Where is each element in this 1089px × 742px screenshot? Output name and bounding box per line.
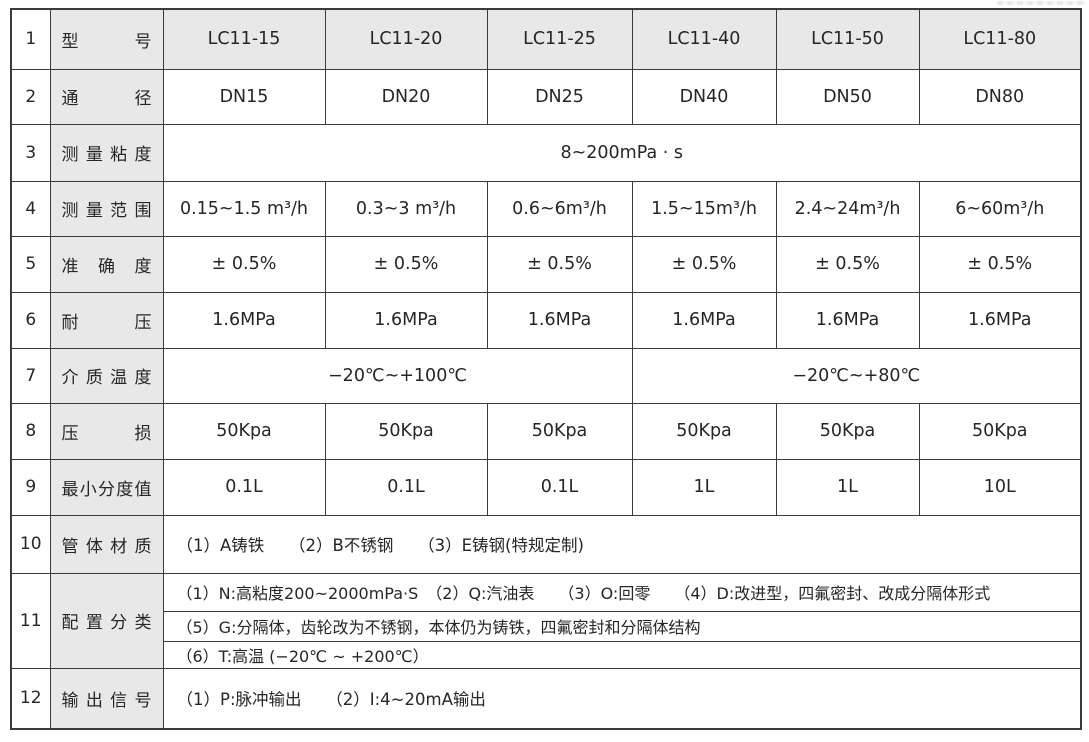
table-row: 10 管体材质 （1）A铸铁 （2）B不锈钢 （3）E铸钢(特规定制) xyxy=(10,514,1082,574)
cell-range: 2.4~24m³/h xyxy=(775,180,920,237)
cell-temperature-low-group: −20℃~+100℃ xyxy=(162,347,633,404)
row-number: 8 xyxy=(10,402,51,460)
cell-pressure: 1.6MPa xyxy=(324,291,488,349)
cell-pressure-loss: 50Kpa xyxy=(162,402,326,460)
row-label-min-division: 最小分度值 xyxy=(49,458,164,516)
row-number: 4 xyxy=(10,180,51,237)
table-row: 5 准确度 ± 0.5% ± 0.5% ± 0.5% ± 0.5% ± 0.5%… xyxy=(10,235,1082,293)
cell-model: LC11-15 xyxy=(162,8,326,70)
row-label-temperature: 介质温度 xyxy=(49,347,164,404)
cell-accuracy: ± 0.5% xyxy=(486,235,633,293)
cell-pressure-loss: 50Kpa xyxy=(324,402,488,460)
table-row: （5）G:分隔体，齿轮改为不锈钢，本体仍为铸铁，四氟密封和分隔体结构 xyxy=(11,610,1082,642)
row-label-output-signal: 输出信号 xyxy=(49,667,164,730)
cell-diameter: DN20 xyxy=(324,68,488,125)
table-row: 1 型号 LC11-15 LC11-20 LC11-25 LC11-40 LC1… xyxy=(10,8,1082,70)
row-label-pressure-loss: 压损 xyxy=(49,402,164,460)
cell-accuracy: ± 0.5% xyxy=(918,235,1082,293)
table-row: 3 测量粘度 8~200mPa · s xyxy=(10,123,1082,182)
row-label-model: 型号 xyxy=(49,8,164,70)
cell-accuracy: ± 0.5% xyxy=(775,235,920,293)
row-label-configurations: 配置分类 xyxy=(49,572,164,669)
cell-body-material-merged: （1）A铸铁 （2）B不锈钢 （3）E铸钢(特规定制) xyxy=(162,514,1082,574)
cell-pressure: 1.6MPa xyxy=(918,291,1082,349)
cell-pressure: 1.6MPa xyxy=(486,291,633,349)
cell-min-division: 0.1L xyxy=(162,458,326,516)
row-label-body-material: 管体材质 xyxy=(49,514,164,574)
row-number: 11 xyxy=(10,572,51,669)
cell-pressure-loss: 50Kpa xyxy=(631,402,777,460)
cell-min-division: 1L xyxy=(775,458,920,516)
table-row: 9 最小分度值 0.1L 0.1L 0.1L 1L 1L 10L xyxy=(10,458,1082,516)
row-number: 6 xyxy=(10,291,51,349)
scan-edge-artifact xyxy=(997,1,1085,5)
cell-range: 0.15~1.5 m³/h xyxy=(162,180,326,237)
cell-model: LC11-50 xyxy=(775,8,920,70)
cell-min-division: 1L xyxy=(631,458,777,516)
cell-diameter: DN50 xyxy=(775,68,920,125)
cell-config-line: （5）G:分隔体，齿轮改为不锈钢，本体仍为铸铁，四氟密封和分隔体结构 xyxy=(162,610,1082,642)
cell-min-division: 10L xyxy=(918,458,1082,516)
row-number: 9 xyxy=(10,458,51,516)
row-number: 3 xyxy=(10,123,51,182)
row-label-range: 测量范围 xyxy=(49,180,164,237)
table-row: 4 测量范围 0.15~1.5 m³/h 0.3~3 m³/h 0.6~6m³/… xyxy=(10,180,1082,237)
cell-pressure-loss: 50Kpa xyxy=(486,402,633,460)
cell-model: LC11-80 xyxy=(918,8,1082,70)
cell-output-signal-merged: （1）P:脉冲输出 （2）I:4~20mA输出 xyxy=(162,667,1082,730)
spec-table: 1 型号 LC11-15 LC11-20 LC11-25 LC11-40 LC1… xyxy=(10,8,1082,730)
cell-diameter: DN80 xyxy=(918,68,1082,125)
cell-min-division: 0.1L xyxy=(324,458,488,516)
cell-pressure-loss: 50Kpa xyxy=(918,402,1082,460)
table-row: 6 耐压 1.6MPa 1.6MPa 1.6MPa 1.6MPa 1.6MPa … xyxy=(10,291,1082,349)
row-number: 5 xyxy=(10,235,51,293)
cell-diameter: DN40 xyxy=(631,68,777,125)
cell-pressure-loss: 50Kpa xyxy=(775,402,920,460)
table-row: （6）T:高温 (−20℃ ~ +200℃） xyxy=(11,640,1082,669)
row-label-viscosity: 测量粘度 xyxy=(49,123,164,182)
row-label-diameter: 通径 xyxy=(49,68,164,125)
cell-model: LC11-40 xyxy=(631,8,777,70)
table-row: 8 压损 50Kpa 50Kpa 50Kpa 50Kpa 50Kpa 50Kpa xyxy=(10,402,1082,460)
table-row: 2 通径 DN15 DN20 DN25 DN40 DN50 DN80 xyxy=(10,68,1082,125)
cell-temperature-high-group: −20℃~+80℃ xyxy=(631,347,1082,404)
cell-pressure: 1.6MPa xyxy=(631,291,777,349)
row-number: 10 xyxy=(10,514,51,574)
cell-min-division: 0.1L xyxy=(486,458,633,516)
cell-config-line: （1）N:高粘度200~2000mPa·S （2）Q:汽油表 （3）O:回零 （… xyxy=(162,572,1082,612)
row-number: 7 xyxy=(10,347,51,404)
cell-range: 0.3~3 m³/h xyxy=(324,180,488,237)
cell-range: 0.6~6m³/h xyxy=(486,180,633,237)
cell-range: 1.5~15m³/h xyxy=(631,180,777,237)
row-number: 1 xyxy=(10,8,51,70)
cell-config-line: （6）T:高温 (−20℃ ~ +200℃） xyxy=(162,640,1082,669)
row-label-pressure: 耐压 xyxy=(49,291,164,349)
table-row: 11 配置分类 （1）N:高粘度200~2000mPa·S （2）Q:汽油表 （… xyxy=(10,572,1082,669)
table-row: 7 介质温度 −20℃~+100℃ −20℃~+80℃ xyxy=(10,347,1082,404)
cell-viscosity-merged: 8~200mPa · s xyxy=(162,123,1082,182)
cell-model: LC11-25 xyxy=(486,8,633,70)
table-row: 12 输出信号 （1）P:脉冲输出 （2）I:4~20mA输出 xyxy=(10,667,1082,730)
row-number: 12 xyxy=(10,667,51,730)
cell-accuracy: ± 0.5% xyxy=(631,235,777,293)
cell-range: 6~60m³/h xyxy=(918,180,1082,237)
cell-pressure: 1.6MPa xyxy=(775,291,920,349)
row-number: 2 xyxy=(10,68,51,125)
cell-pressure: 1.6MPa xyxy=(162,291,326,349)
cell-model: LC11-20 xyxy=(324,8,488,70)
cell-accuracy: ± 0.5% xyxy=(324,235,488,293)
row-label-accuracy: 准确度 xyxy=(49,235,164,293)
cell-accuracy: ± 0.5% xyxy=(162,235,326,293)
cell-diameter: DN25 xyxy=(486,68,633,125)
cell-diameter: DN15 xyxy=(162,68,326,125)
